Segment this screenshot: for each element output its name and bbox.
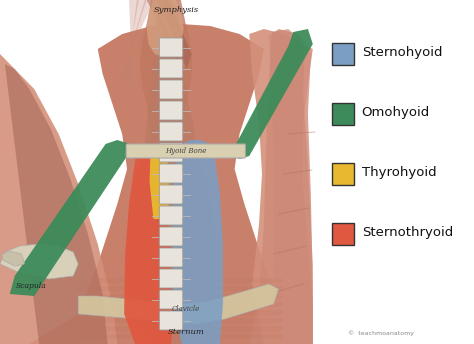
FancyBboxPatch shape — [159, 80, 183, 99]
Text: ©  teachmoanatomy: © teachmoanatomy — [348, 330, 414, 336]
Polygon shape — [78, 326, 283, 331]
Text: Hyoid Bone: Hyoid Bone — [165, 147, 206, 155]
Polygon shape — [125, 0, 139, 94]
Polygon shape — [269, 29, 313, 344]
Polygon shape — [155, 0, 189, 69]
Text: Sternum: Sternum — [167, 328, 204, 336]
Polygon shape — [78, 278, 283, 283]
FancyBboxPatch shape — [159, 311, 183, 330]
Text: Scapula: Scapula — [16, 282, 46, 290]
Polygon shape — [150, 144, 169, 219]
Text: Sternothryoid: Sternothryoid — [362, 226, 453, 238]
Polygon shape — [78, 284, 279, 324]
Polygon shape — [78, 302, 283, 307]
Polygon shape — [127, 0, 215, 344]
Polygon shape — [125, 0, 146, 94]
Polygon shape — [117, 0, 155, 94]
Polygon shape — [146, 0, 186, 69]
Polygon shape — [78, 294, 283, 299]
FancyBboxPatch shape — [332, 223, 354, 245]
Text: Sternohyoid: Sternohyoid — [362, 45, 442, 58]
Polygon shape — [0, 244, 78, 279]
Text: Thyrohyoid: Thyrohyoid — [362, 165, 436, 179]
FancyBboxPatch shape — [332, 103, 354, 125]
Polygon shape — [124, 144, 174, 344]
FancyBboxPatch shape — [159, 38, 183, 57]
Polygon shape — [78, 334, 283, 339]
Polygon shape — [231, 29, 313, 159]
Polygon shape — [158, 0, 191, 69]
FancyBboxPatch shape — [159, 164, 183, 183]
Text: Clavicle: Clavicle — [172, 305, 200, 313]
Polygon shape — [5, 64, 108, 344]
Polygon shape — [10, 140, 130, 296]
Polygon shape — [117, 0, 192, 179]
FancyBboxPatch shape — [159, 206, 183, 225]
Polygon shape — [137, 0, 184, 57]
Polygon shape — [0, 0, 464, 344]
FancyBboxPatch shape — [159, 122, 183, 141]
Polygon shape — [78, 310, 283, 315]
Polygon shape — [29, 24, 283, 344]
FancyBboxPatch shape — [126, 144, 246, 158]
Polygon shape — [2, 251, 25, 266]
Polygon shape — [249, 29, 313, 344]
FancyBboxPatch shape — [159, 101, 183, 120]
Text: Symphysis: Symphysis — [154, 6, 199, 14]
Polygon shape — [78, 286, 283, 291]
FancyBboxPatch shape — [159, 143, 183, 162]
FancyBboxPatch shape — [159, 59, 183, 78]
FancyBboxPatch shape — [159, 248, 183, 267]
FancyBboxPatch shape — [332, 163, 354, 185]
Polygon shape — [0, 54, 117, 344]
Polygon shape — [249, 29, 313, 344]
FancyBboxPatch shape — [159, 227, 183, 246]
FancyBboxPatch shape — [332, 43, 354, 65]
Polygon shape — [78, 318, 283, 323]
Text: Omohyoid: Omohyoid — [362, 106, 430, 118]
FancyBboxPatch shape — [159, 269, 183, 288]
Polygon shape — [172, 140, 223, 344]
FancyBboxPatch shape — [159, 290, 183, 309]
FancyBboxPatch shape — [159, 185, 183, 204]
